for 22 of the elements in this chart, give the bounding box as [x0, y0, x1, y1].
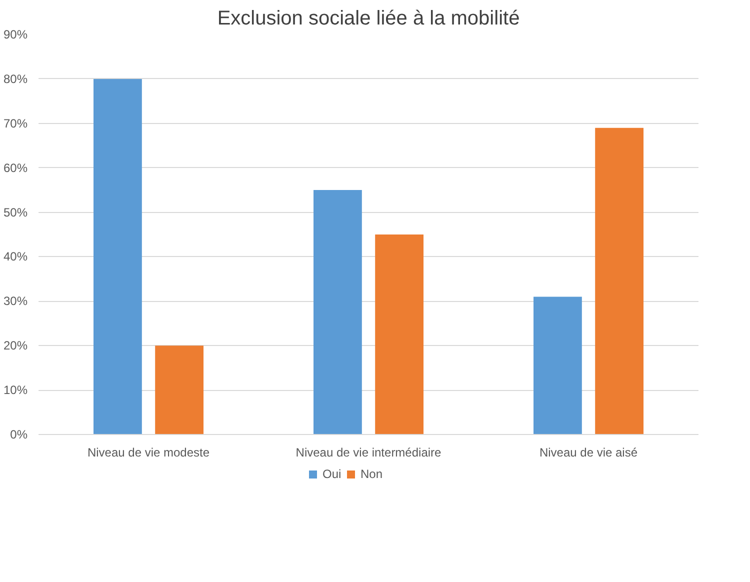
bar [94, 78, 142, 434]
y-tick-label: 40% [3, 250, 28, 264]
x-tick-label: Niveau de vie intermédiaire [296, 446, 442, 460]
y-tick-label: 20% [3, 338, 28, 353]
y-tick-label: 10% [3, 383, 28, 398]
bar [155, 346, 204, 434]
y-tick-label: 80% [3, 72, 28, 86]
y-tick-label: 70% [3, 116, 28, 130]
y-tick-label: 90% [3, 28, 28, 42]
x-tick-label: Niveau de vie modeste [87, 446, 210, 460]
legend-label: Oui [322, 467, 342, 481]
y-tick-label: 60% [3, 160, 28, 175]
y-tick-label: 0% [10, 428, 28, 442]
y-tick-label: 30% [3, 294, 28, 308]
chart-title: Exclusion sociale liée à la mobilité [217, 8, 520, 30]
bar [375, 234, 424, 434]
bar [595, 128, 644, 434]
legend-label: Non [360, 467, 383, 481]
y-tick-label: 50% [3, 205, 28, 220]
bar [314, 190, 362, 434]
bar [534, 296, 582, 434]
x-tick-label: Niveau de vie aisé [539, 446, 638, 460]
